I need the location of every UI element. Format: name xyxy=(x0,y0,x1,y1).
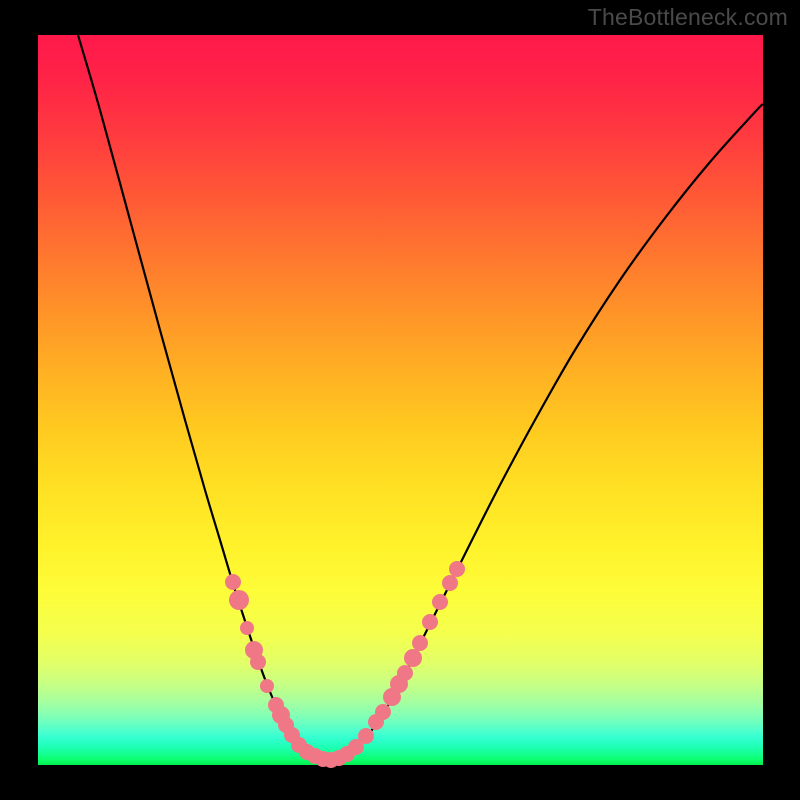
data-marker xyxy=(449,561,465,577)
data-marker xyxy=(375,704,391,720)
data-marker xyxy=(358,728,374,744)
data-marker xyxy=(442,575,458,591)
data-marker xyxy=(250,654,266,670)
data-marker xyxy=(260,679,274,693)
data-marker xyxy=(422,614,438,630)
data-marker xyxy=(240,621,254,635)
plot-gradient xyxy=(38,35,763,765)
data-marker xyxy=(225,574,241,590)
data-marker xyxy=(229,590,249,610)
bottleneck-chart xyxy=(0,0,800,800)
data-marker xyxy=(412,635,428,651)
data-marker xyxy=(397,665,413,681)
data-marker xyxy=(404,649,422,667)
watermark-text: TheBottleneck.com xyxy=(588,4,788,31)
data-marker xyxy=(432,594,448,610)
